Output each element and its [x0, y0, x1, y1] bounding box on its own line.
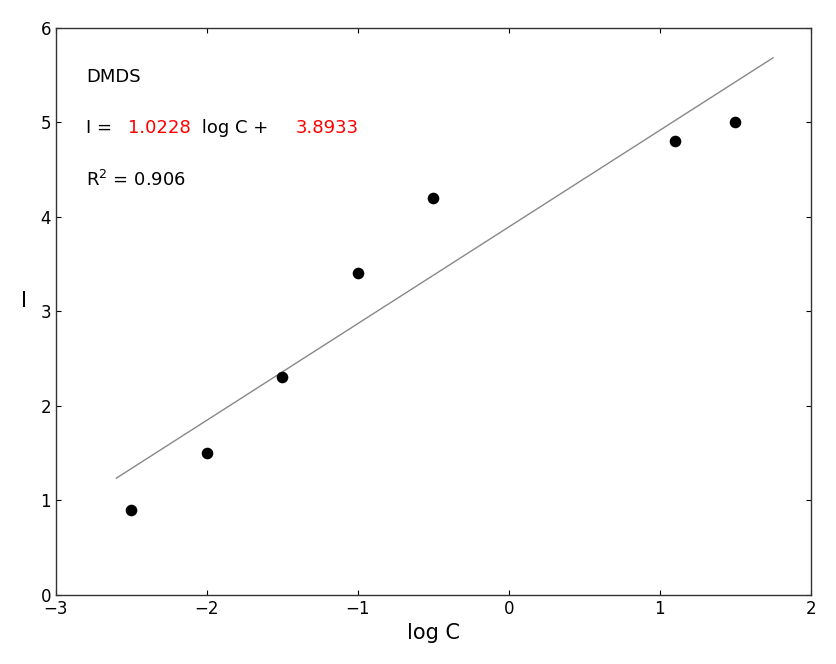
- Point: [275, 372, 288, 382]
- Text: log C +: log C +: [196, 119, 273, 137]
- Point: [728, 117, 742, 127]
- Text: I =: I =: [86, 119, 118, 137]
- Text: 3.8933: 3.8933: [296, 119, 359, 137]
- Point: [426, 193, 440, 203]
- Point: [351, 268, 364, 279]
- Text: R$^2$ = 0.906: R$^2$ = 0.906: [86, 169, 186, 190]
- Text: DMDS: DMDS: [86, 68, 140, 86]
- Text: 1.0228: 1.0228: [128, 119, 191, 137]
- X-axis label: log C: log C: [406, 623, 459, 643]
- Y-axis label: I: I: [21, 291, 27, 311]
- Point: [667, 136, 681, 147]
- Point: [200, 448, 213, 458]
- Point: [125, 505, 138, 515]
